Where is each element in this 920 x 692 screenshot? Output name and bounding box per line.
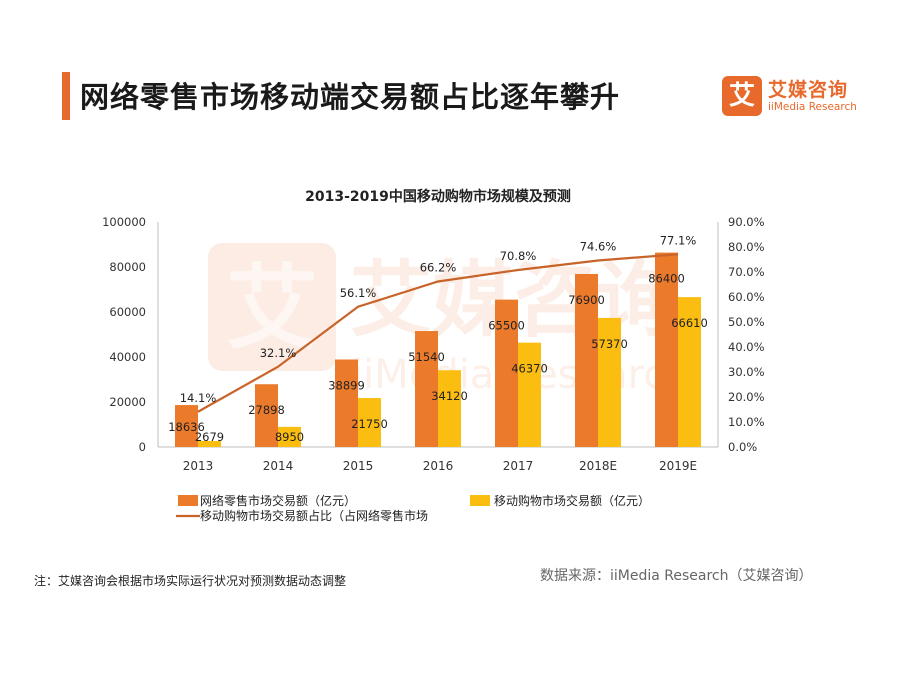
bar-online-retail	[335, 359, 358, 447]
bar-label-mobile-shopping: 8950	[275, 430, 304, 444]
left-tick-label: 0	[139, 440, 146, 454]
bar-label-online-retail: 65500	[488, 319, 525, 333]
right-tick-label: 60.0%	[728, 290, 765, 304]
bar-mobile-shopping	[198, 440, 221, 447]
logo-mark: 艾	[722, 76, 762, 116]
watermark-logo-box	[208, 243, 336, 371]
bar-mobile-shopping	[358, 398, 381, 447]
bar-label-mobile-shopping: 57370	[591, 337, 628, 351]
bar-online-retail	[575, 273, 598, 447]
chart-title: 2013-2019中国移动购物市场规模及预测	[305, 188, 571, 205]
logo-name-cn: 艾媒咨询	[768, 79, 849, 101]
bar-label-mobile-shopping: 2679	[195, 430, 224, 444]
share-label: 14.1%	[180, 391, 217, 405]
left-tick-label: 60000	[109, 305, 146, 319]
right-tick-label: 0.0%	[728, 440, 757, 454]
share-label: 32.1%	[260, 346, 297, 360]
x-tick-label: 2014	[263, 459, 294, 473]
right-tick-label: 30.0%	[728, 365, 765, 379]
iimedia-logo: 艾 艾媒咨询 iiMedia Research	[722, 76, 872, 120]
bar-label-online-retail: 51540	[408, 350, 445, 364]
bar-label-mobile-shopping: 66610	[671, 316, 708, 330]
bar-mobile-shopping	[518, 342, 541, 447]
share-line	[197, 253, 679, 413]
left-tick-label: 100000	[102, 215, 146, 229]
bar-label-online-retail: 27898	[248, 403, 285, 417]
right-tick-label: 80.0%	[728, 240, 765, 254]
data-source: 数据来源：iiMedia Research（艾媒咨询）	[540, 568, 813, 584]
watermark-logo-mark: 艾	[226, 255, 318, 362]
bar-online-retail	[415, 331, 438, 447]
bar-online-retail	[255, 384, 278, 447]
page-title: 网络零售市场移动端交易额占比逐年攀升	[80, 80, 621, 114]
left-tick-label: 20000	[109, 395, 146, 409]
right-tick-label: 20.0%	[728, 390, 765, 404]
bar-mobile-shopping	[438, 370, 461, 447]
x-tick-label: 2018E	[579, 459, 617, 473]
legend-swatch-online-retail	[178, 495, 198, 506]
right-tick-label: 10.0%	[728, 415, 765, 429]
forecast-note: 注：艾媒咨询会根据市场实际运行状况对预测数据动态调整	[34, 574, 347, 588]
bar-label-online-retail: 86400	[648, 272, 685, 286]
bar-label-online-retail: 76900	[568, 293, 605, 307]
share-label: 66.2%	[420, 261, 457, 275]
right-tick-label: 70.0%	[728, 265, 765, 279]
legend-swatch-mobile-shopping	[470, 495, 490, 506]
legend-label-share: 移动购物市场交易额占比（占网络零售市场	[200, 508, 428, 523]
bar-mobile-shopping	[278, 426, 301, 447]
right-tick-label: 90.0%	[728, 215, 765, 229]
x-tick-label: 2015	[343, 459, 374, 473]
right-tick-label: 50.0%	[728, 315, 765, 329]
bar-label-mobile-shopping: 34120	[431, 389, 468, 403]
bar-label-mobile-shopping: 21750	[351, 417, 388, 431]
bar-label-mobile-shopping: 46370	[511, 362, 548, 376]
x-tick-label: 2019E	[659, 459, 697, 473]
x-tick-label: 2013	[183, 459, 214, 473]
share-label: 77.1%	[660, 233, 697, 247]
bar-label-online-retail: 38899	[328, 378, 365, 392]
share-label: 70.8%	[500, 249, 537, 263]
legend-label-mobile-shopping: 移动购物市场交易额（亿元）	[494, 493, 650, 508]
bar-online-retail	[655, 252, 678, 447]
bar-label-online-retail: 18636	[168, 420, 205, 434]
right-tick-label: 40.0%	[728, 340, 765, 354]
logo-name-en: iiMedia Research	[768, 101, 857, 113]
bar-mobile-shopping	[598, 317, 621, 447]
title-accent-bar	[62, 72, 70, 120]
bar-mobile-shopping	[678, 297, 701, 447]
share-label: 56.1%	[340, 286, 377, 300]
x-tick-label: 2017	[503, 459, 534, 473]
bar-online-retail	[175, 405, 198, 447]
bar-online-retail	[495, 299, 518, 447]
share-label: 74.6%	[580, 240, 617, 254]
legend-label-online-retail: 网络零售市场交易额（亿元）	[200, 493, 356, 508]
x-tick-label: 2016	[423, 459, 454, 473]
left-tick-label: 80000	[109, 260, 146, 274]
left-tick-label: 40000	[109, 350, 146, 364]
